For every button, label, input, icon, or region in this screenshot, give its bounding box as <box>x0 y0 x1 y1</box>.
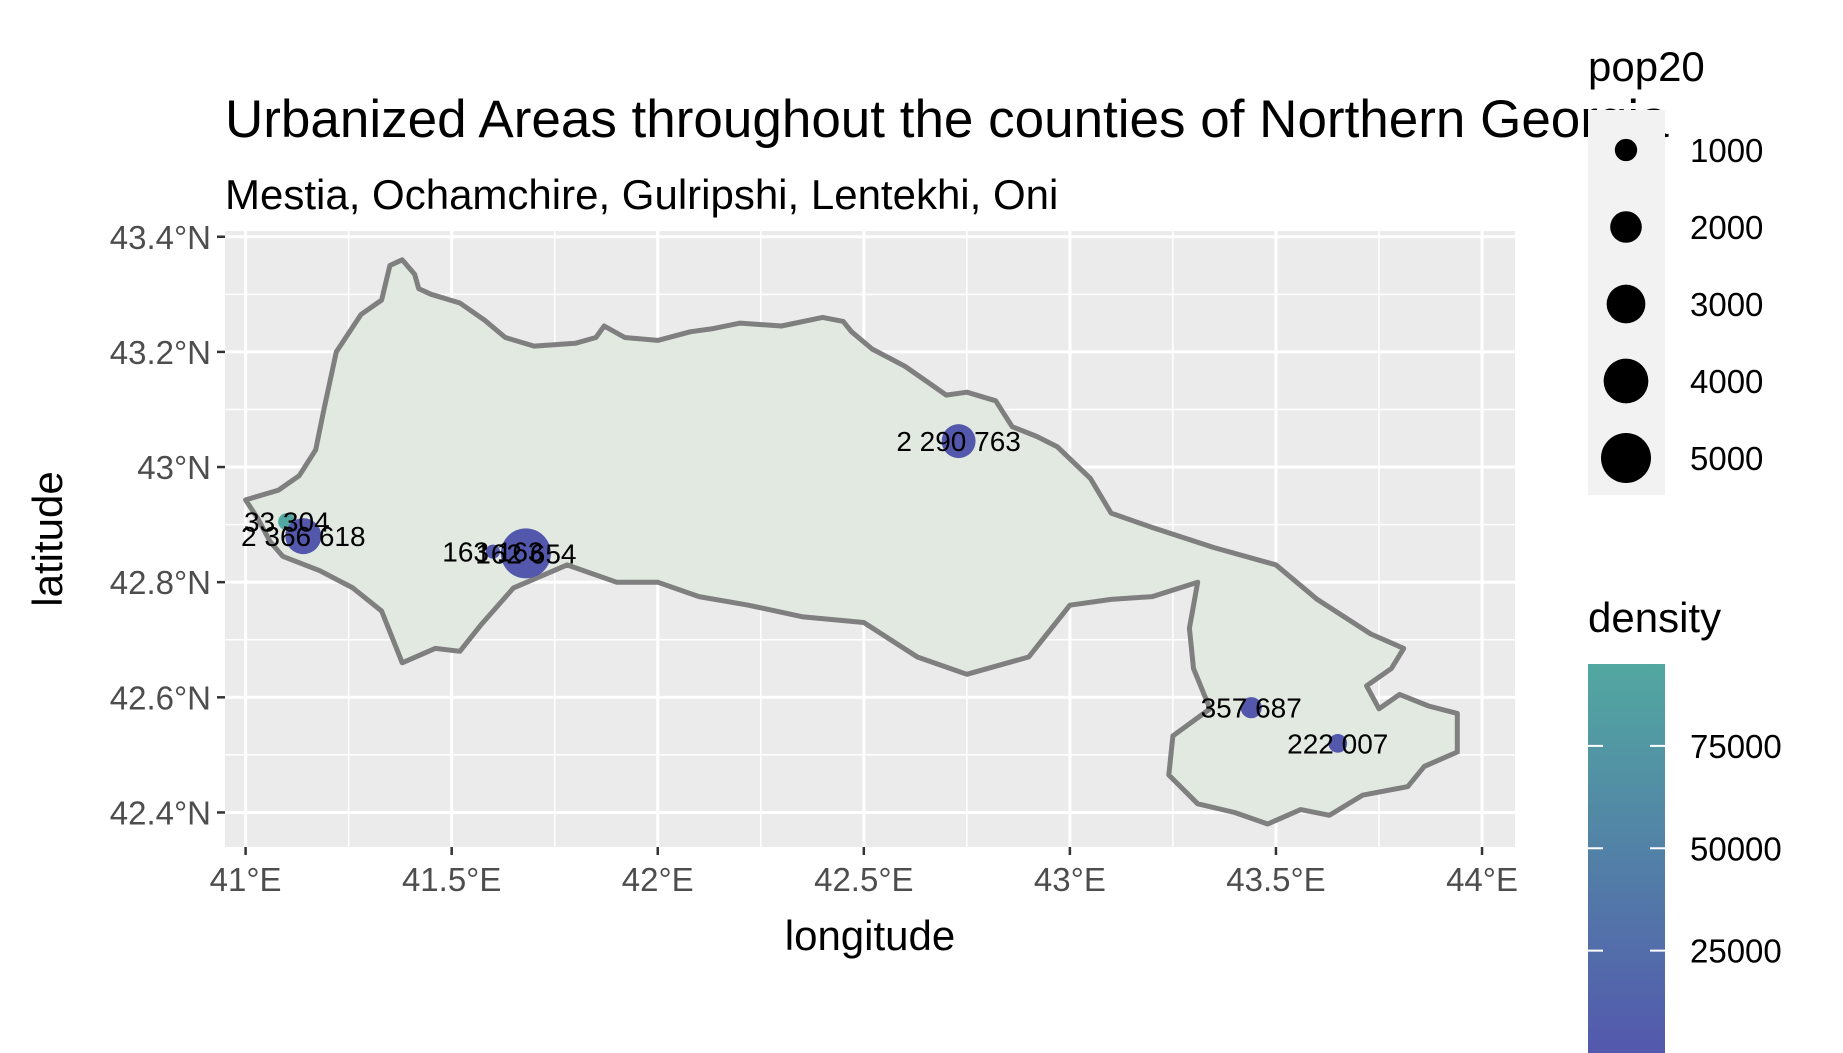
x-tick-label: 44°E <box>1446 861 1518 898</box>
data-point <box>500 528 551 579</box>
size-legend-label: 4000 <box>1690 363 1763 400</box>
point-label: 33 304 <box>244 507 330 538</box>
region-outline <box>243 257 1460 827</box>
data-point <box>1240 697 1262 719</box>
y-tick-label: 42.6°N <box>110 679 211 716</box>
size-legend-key <box>1601 433 1651 483</box>
x-axis: 41°E 41.5°E 42°E 42.5°E 43°E 43.5°E 44°E <box>210 847 1518 898</box>
data-point <box>485 544 500 559</box>
x-axis-title: longitude <box>785 912 955 959</box>
color-legend-label: 25000 <box>1690 933 1782 970</box>
x-tick-label: 42.5°E <box>814 861 913 898</box>
x-tick-label: 43.5°E <box>1226 861 1325 898</box>
size-legend-key <box>1603 358 1649 404</box>
size-legend-key <box>1610 211 1642 243</box>
y-tick-label: 43.4°N <box>110 219 211 256</box>
size-legend-key <box>1606 284 1646 324</box>
size-legend-label: 5000 <box>1690 440 1763 477</box>
y-axis-title: latitude <box>24 471 71 606</box>
data-point <box>285 518 322 555</box>
size-legend-label: 2000 <box>1690 209 1763 246</box>
size-legend: pop20 1000 2000 3000 4000 5000 <box>1588 43 1763 495</box>
color-legend-label: 50000 <box>1690 830 1782 867</box>
color-legend-title: density <box>1588 594 1721 641</box>
y-tick-label: 43°N <box>137 449 211 486</box>
data-point <box>941 424 976 459</box>
size-legend-label: 1000 <box>1690 132 1763 169</box>
point-label: 162 654 <box>475 538 576 569</box>
color-legend: density 75000 50000 25000 <box>1588 594 1782 1053</box>
points-layer <box>278 424 1348 753</box>
color-legend-bar <box>1588 664 1665 1053</box>
point-label: 222 007 <box>1287 728 1388 759</box>
x-tick-label: 41°E <box>210 861 282 898</box>
x-tick-label: 43°E <box>1034 861 1106 898</box>
point-label: 357 687 <box>1201 693 1302 724</box>
chart-subtitle: Mestia, Ochamchire, Gulripshi, Lentekhi,… <box>225 171 1058 218</box>
y-tick-label: 42.4°N <box>110 794 211 831</box>
y-axis: 42.4°N 42.6°N 42.8°N 43°N 43.2°N 43.4°N <box>110 219 225 831</box>
x-tick-label: 41.5°E <box>402 861 501 898</box>
x-tick-label: 42°E <box>622 861 694 898</box>
point-label: 2 290 763 <box>896 426 1021 457</box>
point-label: 2 366 618 <box>241 521 366 552</box>
size-legend-key <box>1614 138 1638 162</box>
color-legend-label: 75000 <box>1690 728 1782 765</box>
y-tick-label: 42.8°N <box>110 564 211 601</box>
size-legend-title: pop20 <box>1588 43 1705 90</box>
size-legend-label: 3000 <box>1690 286 1763 323</box>
y-tick-label: 43.2°N <box>110 334 211 371</box>
point-label: 163 163 <box>442 537 543 568</box>
chart-title: Urbanized Areas throughout the counties … <box>225 90 1669 149</box>
data-point <box>1328 734 1348 753</box>
